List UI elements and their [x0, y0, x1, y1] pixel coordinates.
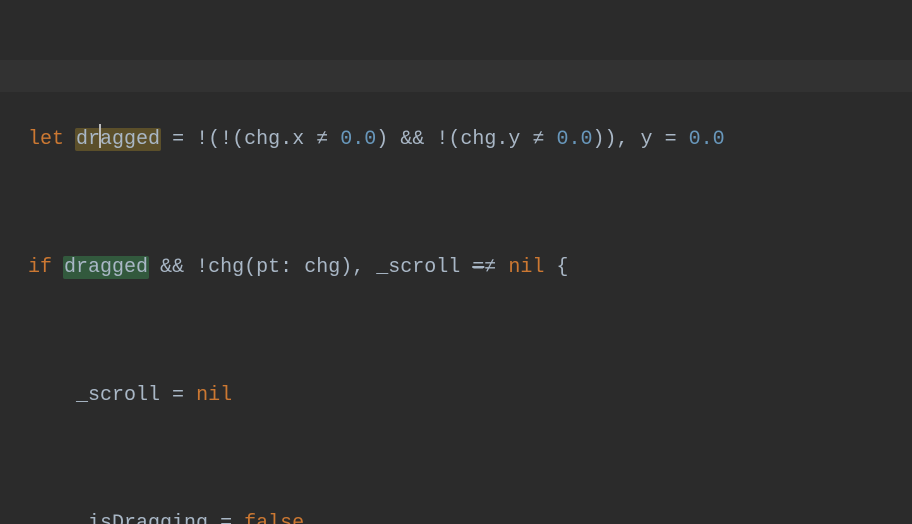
number-literal: 0.0	[340, 128, 376, 151]
number-literal: 0.0	[689, 128, 725, 151]
dot: .	[496, 128, 508, 151]
operator-bang: !	[196, 256, 208, 279]
code-line[interactable]: _isDragging = false	[28, 508, 912, 524]
operator-bang: !	[220, 128, 232, 151]
lparen: (	[208, 128, 220, 151]
current-line-highlight	[0, 60, 912, 92]
lparen: (	[448, 128, 460, 151]
code-line[interactable]: if dragged && !chg(pt: chg), _scroll =≠ …	[28, 252, 912, 284]
identifier: _scroll	[76, 384, 160, 407]
param-label: pt	[256, 256, 280, 279]
lparen: (	[244, 256, 256, 279]
operator-eq: =	[172, 384, 184, 407]
comma: ,	[352, 256, 364, 279]
identifier: chg	[208, 256, 244, 279]
operator-bang: !	[436, 128, 448, 151]
code-line[interactable]: let dragged = !(!(chg.x ≠ 0.0) && !(chg.…	[28, 124, 912, 156]
identifier: chg	[460, 128, 496, 151]
dot: .	[280, 128, 292, 151]
identifier-dragged-usage: dragged	[63, 256, 149, 279]
identifier: chg	[244, 128, 280, 151]
rparen: )	[605, 128, 617, 151]
rparen: )	[592, 128, 604, 151]
keyword-let: let	[28, 128, 64, 151]
operator-bang: !	[196, 128, 208, 151]
lbrace: {	[556, 256, 568, 279]
keyword-false: false	[244, 512, 304, 524]
operator-eq: =	[172, 128, 184, 151]
number-literal: 0.0	[556, 128, 592, 151]
code-line[interactable]: _scroll = nil	[28, 380, 912, 412]
identifier: _scroll	[376, 256, 460, 279]
identifier-dragged: dragged	[75, 128, 161, 151]
identifier: y	[508, 128, 520, 151]
text-cursor	[99, 124, 101, 148]
rparen: )	[376, 128, 388, 151]
keyword-nil: nil	[196, 384, 232, 407]
rparen: )	[340, 256, 352, 279]
colon: :	[280, 256, 292, 279]
operator-and: &&	[160, 256, 184, 279]
operator-and: &&	[400, 128, 424, 151]
comma: ,	[617, 128, 629, 151]
identifier: chg	[304, 256, 340, 279]
operator-eq: =	[220, 512, 232, 524]
keyword-if: if	[28, 256, 52, 279]
identifier: x	[292, 128, 304, 151]
identifier: _isDragging	[76, 512, 208, 524]
operator-neq: ≠	[532, 128, 544, 151]
lparen: (	[232, 128, 244, 151]
operator-neq: ≠	[316, 128, 328, 151]
operator-eq: =	[665, 128, 677, 151]
identifier: y	[641, 128, 653, 151]
keyword-nil: nil	[508, 256, 544, 279]
operator-neq-strike: =≠	[472, 256, 496, 279]
